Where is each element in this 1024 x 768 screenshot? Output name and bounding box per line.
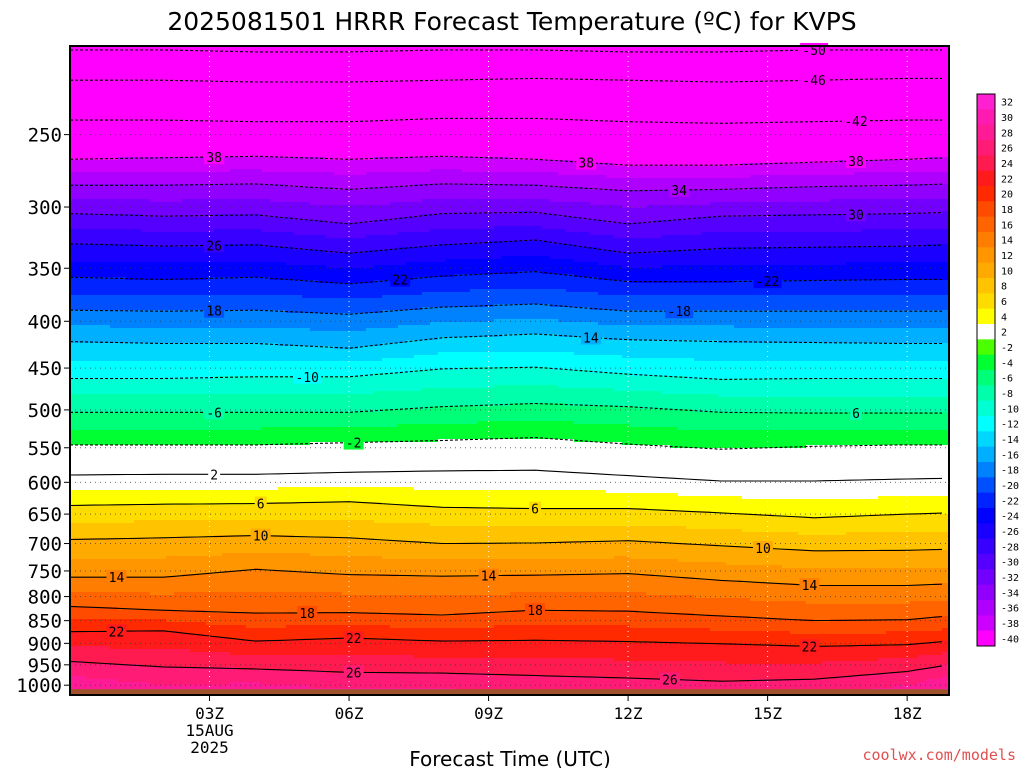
chart-title: 2025081501 HRRR Forecast Temperature (ºC… xyxy=(167,7,856,36)
plot-area xyxy=(70,46,951,698)
temperature-bands xyxy=(70,46,951,698)
